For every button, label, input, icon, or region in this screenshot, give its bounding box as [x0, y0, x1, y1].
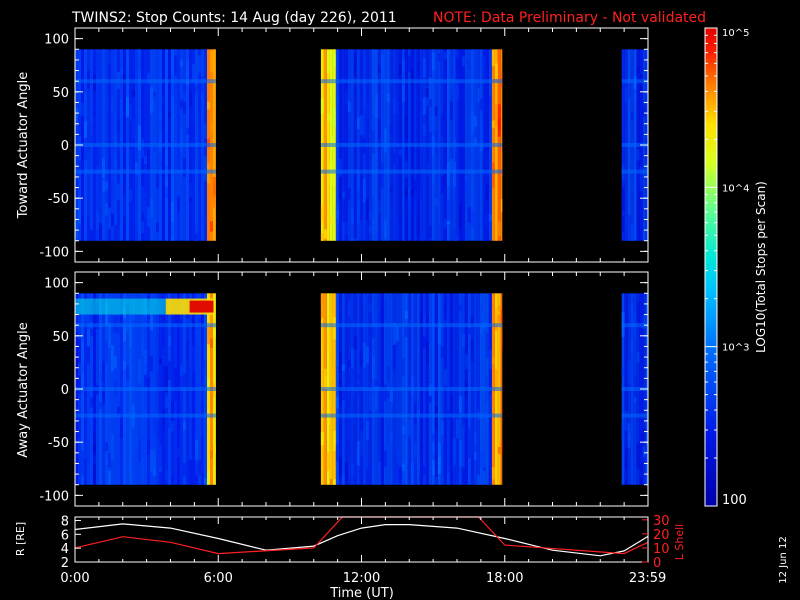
- away-ytick-label: -100: [39, 489, 69, 504]
- away-ytick-label: 0: [61, 383, 69, 398]
- preliminary-note: NOTE: Data Preliminary - Not validated: [433, 10, 706, 26]
- toward-ytick-label: 0: [61, 139, 69, 154]
- toward-coverage-block: [320, 49, 503, 241]
- colorbar-tick-label: 100: [722, 493, 747, 508]
- toward-ytick-label: -100: [39, 245, 69, 260]
- toward-ytick-label: 100: [44, 33, 69, 48]
- radius-ylabel: R [RE]: [14, 522, 27, 556]
- colorbar-label: LOG10(Total Stops per Scan): [754, 181, 768, 353]
- away-coverage-block: [75, 293, 216, 485]
- toward-ylabel: Toward Actuator Angle: [16, 72, 31, 219]
- lshell-line: [74, 516, 649, 555]
- colorbar-tick-label: 10^3: [722, 343, 749, 354]
- colorbar-tick-label: 10^5: [722, 28, 749, 39]
- lshell-tick-label: 20: [653, 528, 670, 543]
- radius-line: [74, 523, 649, 557]
- away-angle-panel: 100 50 0 -50 -100: [39, 271, 649, 507]
- away-coverage-block: [320, 293, 503, 485]
- lshell-ylabel: L Shell: [673, 524, 686, 560]
- away-ytick-label: -50: [48, 436, 69, 451]
- toward-coverage-block: [75, 49, 216, 241]
- away-ytick-label: 50: [52, 330, 69, 345]
- time-tick-label: 12:00: [343, 571, 380, 586]
- toward-angle-panel: 100 50 0 -50 -100: [39, 27, 649, 263]
- radius-tick-label: 6: [61, 528, 69, 543]
- toward-ytick-label: -50: [48, 192, 69, 207]
- time-xlabel: Time (UT): [329, 586, 394, 600]
- away-ytick-label: 100: [44, 277, 69, 292]
- time-tick-label: 6:00: [204, 571, 233, 586]
- time-tick-label: 23:59: [629, 571, 666, 586]
- colorbar-tick-label: 10^4: [722, 183, 749, 194]
- lshell-tick-label: 10: [653, 542, 670, 557]
- date-stamp: 12 Jun 12: [778, 536, 789, 583]
- toward-ytick-label: 50: [52, 86, 69, 101]
- away-ylabel: Away Actuator Angle: [16, 322, 31, 457]
- time-tick-label: 18:00: [486, 571, 523, 586]
- figure-title: TWINS2: Stop Counts: 14 Aug (day 226), 2…: [71, 10, 397, 26]
- lshell-tick-label: 30: [653, 514, 670, 529]
- radius-tick-label: 8: [61, 514, 69, 529]
- colorbar-ticks: 10^5 10^4 10^3 100: [705, 28, 749, 508]
- lshell-tick-label: 0: [653, 556, 661, 571]
- radius-tick-label: 2: [61, 556, 69, 571]
- colorbar: [704, 27, 718, 507]
- time-tick-label: 0:00: [60, 571, 89, 586]
- radius-tick-label: 4: [61, 542, 69, 557]
